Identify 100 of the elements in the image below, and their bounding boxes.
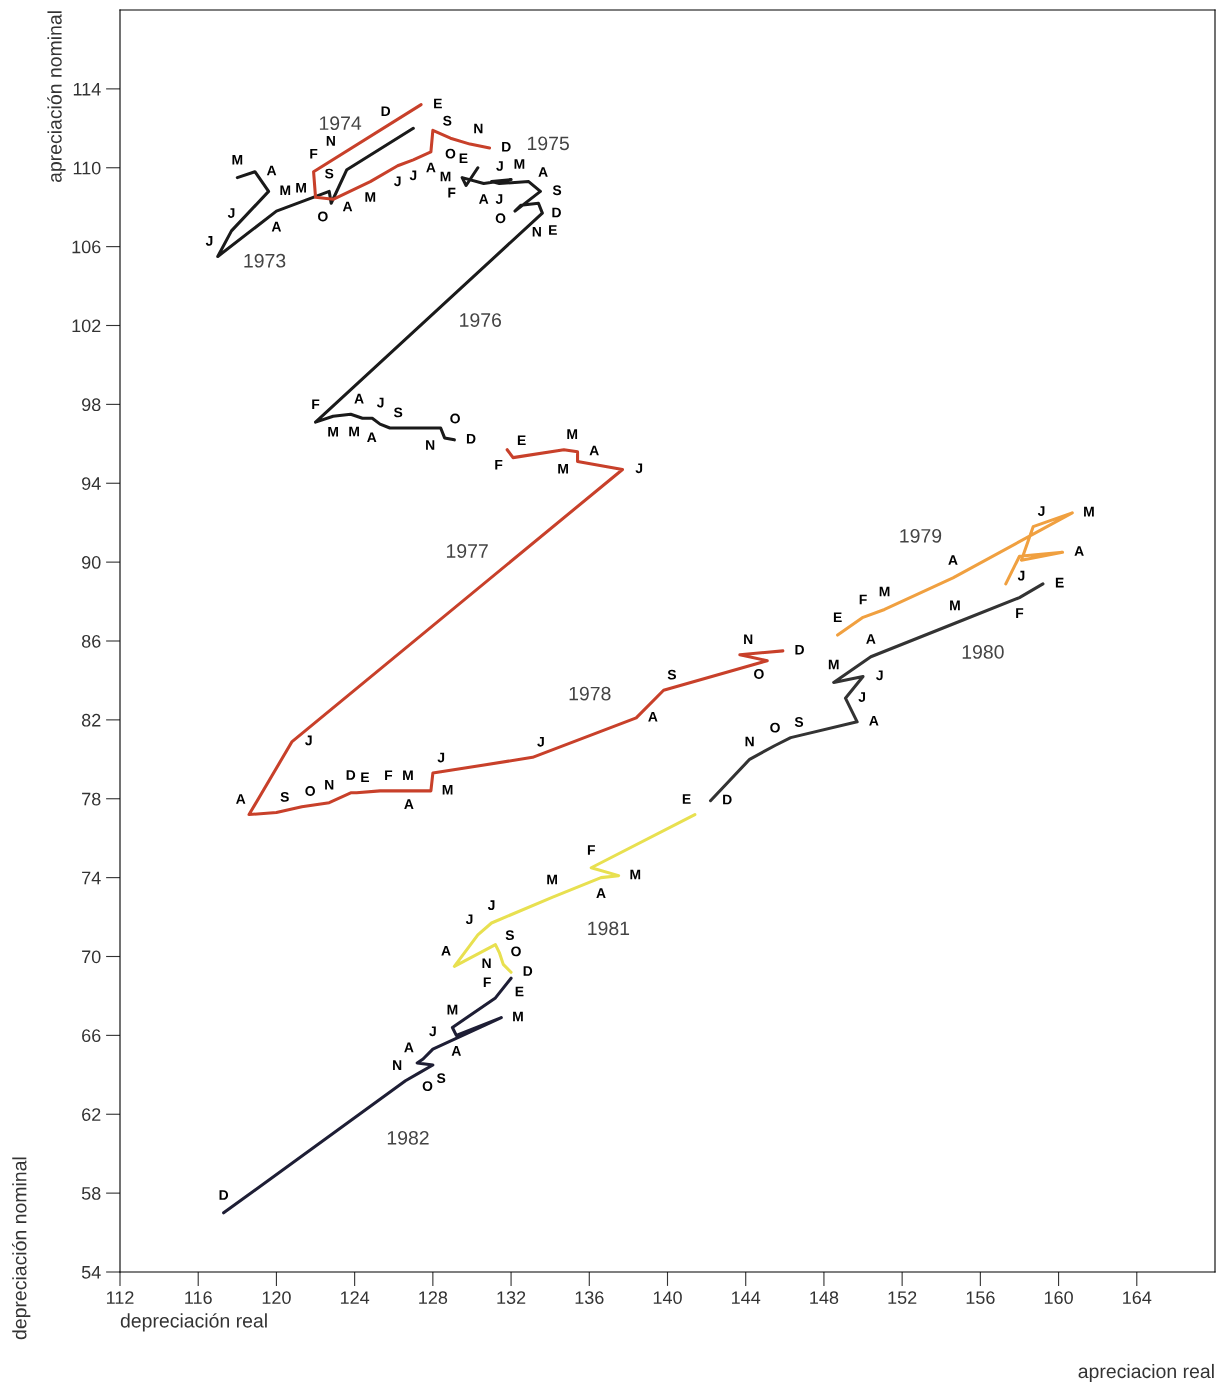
data-label: J bbox=[496, 161, 503, 171]
data-label: J bbox=[1037, 506, 1045, 516]
data-label: N bbox=[744, 634, 753, 644]
data-label: D bbox=[723, 794, 732, 805]
data-label: A bbox=[451, 1046, 461, 1056]
annotation: 1974 bbox=[319, 116, 362, 131]
data-label: O bbox=[318, 211, 328, 222]
data-label: N bbox=[474, 123, 483, 134]
data-label: S bbox=[443, 115, 452, 126]
data-label: J bbox=[537, 736, 544, 747]
data-label: O bbox=[754, 669, 764, 679]
data-label: M bbox=[1084, 506, 1094, 517]
y-tick-label: 114 bbox=[73, 83, 101, 96]
data-label: M bbox=[349, 426, 359, 437]
annotation: 1979 bbox=[900, 528, 942, 543]
y-axis-title: apreciación nominal bbox=[47, 11, 66, 183]
data-label: A bbox=[354, 393, 364, 404]
data-label: D bbox=[552, 207, 561, 218]
data-label: N bbox=[745, 736, 754, 747]
data-label: A bbox=[236, 794, 246, 804]
data-label: F bbox=[859, 594, 867, 605]
data-label: A bbox=[648, 711, 658, 722]
x-tick-label: 112 bbox=[106, 1291, 134, 1304]
data-label: F bbox=[312, 399, 320, 410]
data-label: A bbox=[266, 165, 277, 176]
data-label: M bbox=[442, 784, 453, 795]
annotation: 1977 bbox=[446, 544, 488, 558]
data-label: A bbox=[589, 445, 599, 456]
y-tick-label: 94 bbox=[82, 477, 101, 490]
data-label: F bbox=[483, 977, 491, 988]
data-label: D bbox=[381, 106, 391, 116]
data-label: M bbox=[828, 659, 839, 670]
y-tick-label: 66 bbox=[82, 1029, 101, 1043]
data-label: A bbox=[404, 1042, 414, 1053]
annotation: 1976 bbox=[460, 313, 502, 327]
y-tick-label: 82 bbox=[81, 713, 101, 727]
data-label: M bbox=[328, 426, 338, 437]
annotation: 1978 bbox=[569, 686, 611, 701]
data-label: N bbox=[393, 1060, 402, 1070]
data-label: A bbox=[479, 194, 489, 204]
y-tick-label: 110 bbox=[73, 161, 101, 175]
data-label: O bbox=[305, 786, 315, 796]
data-label: N bbox=[482, 958, 491, 968]
annotation: 1981 bbox=[588, 921, 630, 936]
data-label: A bbox=[426, 162, 436, 173]
data-label: A bbox=[948, 555, 958, 565]
x-tick-label: 116 bbox=[185, 1291, 212, 1305]
data-label: F bbox=[448, 187, 456, 198]
data-label: E bbox=[515, 986, 524, 997]
data-label: N bbox=[426, 440, 435, 450]
data-label: M bbox=[630, 869, 641, 880]
data-label: J bbox=[437, 752, 445, 763]
data-label: J bbox=[305, 735, 312, 746]
data-label: E bbox=[459, 153, 468, 164]
data-label: S bbox=[794, 717, 804, 727]
data-label: D bbox=[466, 433, 476, 444]
data-label: M bbox=[440, 171, 451, 182]
y-tick-label: 54 bbox=[81, 1266, 101, 1279]
data-label: N bbox=[532, 226, 541, 237]
data-label: J bbox=[409, 170, 417, 181]
data-label: S bbox=[667, 669, 677, 680]
data-label: M bbox=[558, 463, 568, 474]
data-label: J bbox=[487, 900, 495, 911]
data-label: M bbox=[232, 154, 243, 165]
data-label: A bbox=[342, 201, 353, 212]
data-label: S bbox=[436, 1073, 446, 1084]
y-tick-label: 90 bbox=[82, 556, 101, 569]
y-tick-label: 106 bbox=[72, 240, 101, 254]
x-tick-label: 164 bbox=[1123, 1291, 1152, 1305]
data-label: M bbox=[447, 1004, 458, 1015]
data-label: E bbox=[1055, 577, 1064, 588]
data-label: J bbox=[876, 670, 883, 681]
x-tick-label: 136 bbox=[575, 1291, 604, 1305]
data-label: F bbox=[385, 770, 393, 781]
data-label: J bbox=[429, 1026, 436, 1037]
x-tick-label: 120 bbox=[262, 1291, 291, 1305]
y-tick-label: 58 bbox=[81, 1187, 101, 1200]
data-label: A bbox=[367, 432, 377, 443]
text: apreciacion real bbox=[1078, 1363, 1214, 1383]
y-tick-label: 98 bbox=[82, 398, 101, 412]
data-label: A bbox=[869, 715, 879, 726]
data-label: D bbox=[523, 966, 533, 976]
data-label: J bbox=[858, 692, 866, 702]
data-label: M bbox=[403, 770, 413, 781]
data-label: E bbox=[434, 98, 442, 109]
x-tick-label: 132 bbox=[497, 1291, 526, 1305]
data-label: A bbox=[866, 634, 876, 644]
text: depreciación nominal bbox=[12, 1157, 31, 1340]
data-label: A bbox=[538, 167, 548, 177]
data-label: A bbox=[1074, 546, 1084, 556]
data-label: E bbox=[833, 612, 842, 623]
data-label: J bbox=[394, 176, 401, 187]
annotation: 1982 bbox=[387, 1130, 429, 1145]
annotation: 1973 bbox=[244, 253, 286, 268]
y-tick-label: 74 bbox=[82, 871, 101, 885]
x-tick-label: 144 bbox=[732, 1291, 761, 1304]
data-label: M bbox=[365, 192, 376, 202]
data-label: S bbox=[280, 792, 289, 802]
line-series bbox=[708, 582, 1045, 803]
y-tick-label: 78 bbox=[82, 792, 101, 806]
